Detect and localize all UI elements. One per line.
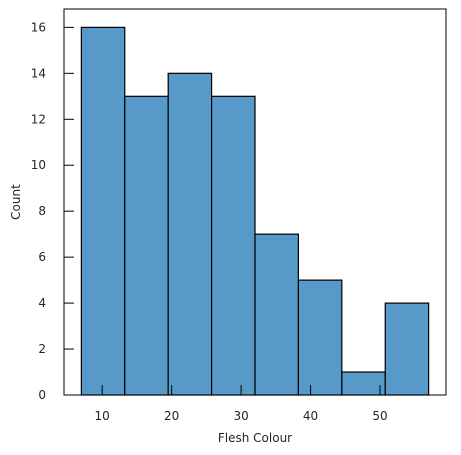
x-tick-label: 40 [303,409,318,423]
bars-group [81,27,428,395]
y-tick-label: 12 [31,112,46,126]
x-tick-label: 30 [233,409,248,423]
y-tick-label: 4 [38,296,46,310]
histogram-bar-4 [212,96,255,395]
histogram-bar-1 [81,27,124,395]
histogram-bar-8 [385,303,428,395]
y-tick-label: 0 [38,388,46,402]
histogram-bar-6 [298,280,341,395]
histogram-bar-7 [342,372,385,395]
y-tick-label: 2 [38,342,46,356]
y-axis-ticks: 0 2 4 6 8 10 12 14 16 [31,20,74,402]
y-tick-label: 6 [38,250,46,264]
histogram-bar-5 [255,234,298,395]
x-tick-label: 50 [372,409,387,423]
y-tick-label: 14 [31,66,46,80]
histogram-bar-2 [125,96,168,395]
histogram-bar-3 [168,73,211,395]
y-tick-label: 8 [38,204,46,218]
y-tick-label: 10 [31,158,46,172]
y-axis-label: Count [9,184,23,220]
x-tick-label: 20 [164,409,179,423]
x-axis-label: Flesh Colour [218,431,292,445]
y-tick-label: 16 [31,20,46,34]
x-tick-label: 10 [95,409,110,423]
